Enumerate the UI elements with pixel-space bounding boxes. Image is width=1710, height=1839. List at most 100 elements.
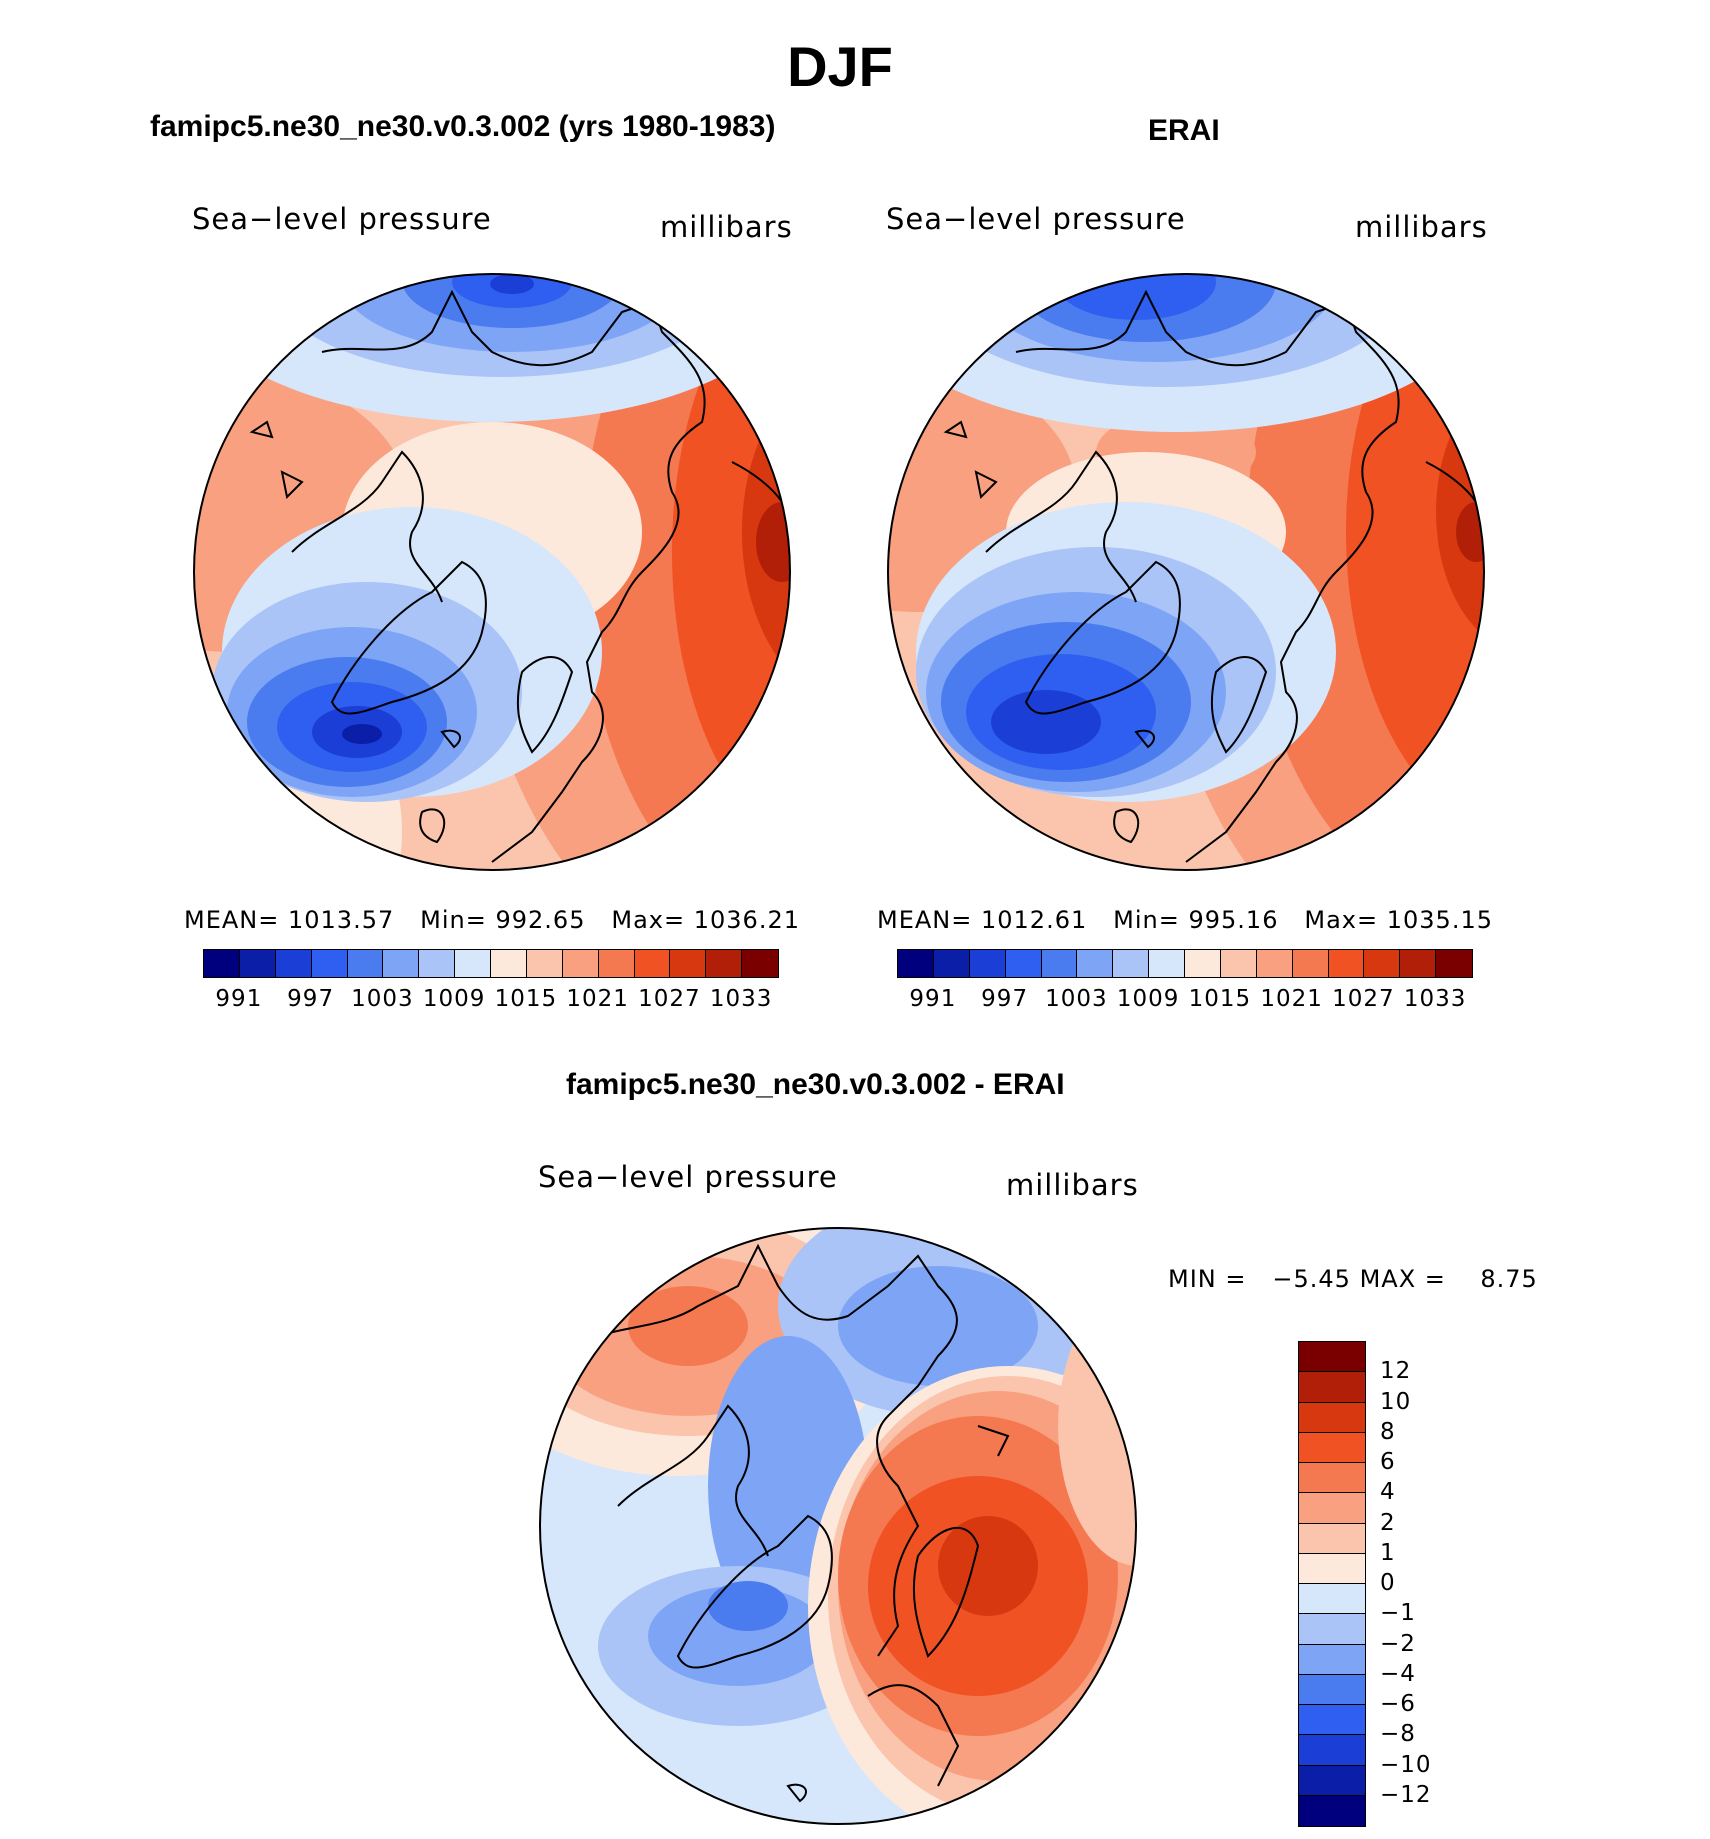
colorbar-vertical xyxy=(1298,1341,1366,1827)
map-difference xyxy=(539,1227,1137,1825)
colorbar-tick-label: −12 xyxy=(1380,1781,1432,1808)
colorbar-cell xyxy=(598,950,635,977)
colorbar-tick-label: 1015 xyxy=(494,986,558,1012)
colorbar-cell xyxy=(1299,1705,1365,1736)
colorbar-tick-label: 1009 xyxy=(1116,986,1180,1012)
colorbar-cell xyxy=(1364,950,1401,977)
colorbar-cell xyxy=(1299,1644,1365,1675)
colorbar-tick-label: 1027 xyxy=(1332,986,1395,1012)
colorbar-cell xyxy=(1185,950,1221,977)
colorbar-cell xyxy=(204,950,240,977)
colorbar-tick-label: −4 xyxy=(1380,1660,1416,1687)
colorbar-tick-label: 2 xyxy=(1380,1509,1396,1536)
colorbar-tick-label: 1021 xyxy=(1260,986,1323,1012)
colorbar-labels: 991 997 1003 1009 1015 1021 1027 1033 xyxy=(897,986,1471,1016)
panel-title: ERAI xyxy=(1148,114,1220,147)
colorbar-cell xyxy=(1299,1553,1365,1584)
colorbar-cell xyxy=(1041,950,1078,977)
colorbar xyxy=(897,949,1473,978)
max-label: Max= xyxy=(1304,906,1379,934)
colorbar-cell xyxy=(634,950,671,977)
colorbar-cell xyxy=(933,950,970,977)
colorbar-tick-label: 991 xyxy=(215,986,263,1012)
colorbar-cell xyxy=(347,950,384,977)
colorbar-tick-label: 1003 xyxy=(351,986,414,1012)
colorbar-cell xyxy=(1149,950,1185,977)
colorbar-tick-label: −8 xyxy=(1380,1721,1416,1748)
colorbar-cell xyxy=(383,950,420,977)
min-value: 992.65 xyxy=(495,906,586,934)
min-label: Min= xyxy=(1113,906,1180,934)
variable-label: Sea−level pressure xyxy=(886,202,1186,236)
colorbar-tick-label: 1033 xyxy=(709,986,773,1012)
units-label: millibars xyxy=(1355,210,1488,244)
colorbar-tick-label: 8 xyxy=(1380,1418,1396,1445)
colorbar-cell xyxy=(742,950,778,977)
colorbar-cell xyxy=(239,950,276,977)
units-label: millibars xyxy=(1006,1168,1139,1202)
colorbar-cell xyxy=(562,950,599,977)
colorbar-cell xyxy=(706,950,743,977)
colorbar-cell xyxy=(1113,950,1150,977)
colorbar-cell xyxy=(1299,1614,1365,1645)
colorbar-tick-label: −1 xyxy=(1380,1600,1416,1627)
colorbar-cell xyxy=(1328,950,1365,977)
colorbar-tick-label: 1003 xyxy=(1045,986,1108,1012)
colorbar-cell xyxy=(1299,1523,1365,1554)
colorbar-tick-label: 997 xyxy=(287,986,335,1012)
colorbar xyxy=(203,949,779,978)
min-value: −5.45 xyxy=(1272,1265,1351,1293)
mean-label: MEAN= xyxy=(877,906,973,934)
colorbar-tick-label: −2 xyxy=(1380,1630,1416,1657)
colorbar-tick-label: 4 xyxy=(1380,1479,1396,1506)
colorbar-cell xyxy=(898,950,934,977)
colorbar-cell xyxy=(1299,1765,1365,1796)
colorbar-tick-label: 1027 xyxy=(638,986,701,1012)
colorbar-tick-label: 997 xyxy=(981,986,1029,1012)
max-value: 1035.15 xyxy=(1386,906,1493,934)
colorbar-cell xyxy=(1299,1795,1365,1826)
colorbar-cell xyxy=(969,950,1006,977)
colorbar-cell xyxy=(1436,950,1472,977)
map-model xyxy=(193,273,791,871)
mean-value: 1013.57 xyxy=(288,906,395,934)
colorbar-labels: 991 997 1003 1009 1015 1021 1027 1033 xyxy=(203,986,777,1016)
stats-line: MEAN= 1013.57 Min= 992.65 Max= 1036.21 xyxy=(184,906,800,934)
colorbar-cell xyxy=(670,950,707,977)
max-value: 8.75 xyxy=(1480,1265,1538,1293)
panel-title: famipc5.ne30_ne30.v0.3.002 - ERAI xyxy=(566,1068,1065,1101)
colorbar-cell xyxy=(1005,950,1042,977)
colorbar-cell xyxy=(1299,1432,1365,1463)
min-label: MIN = xyxy=(1168,1265,1247,1293)
colorbar-tick-label: 1 xyxy=(1380,1539,1396,1566)
mean-label: MEAN= xyxy=(184,906,280,934)
units-label: millibars xyxy=(660,210,793,244)
colorbar-tick-label: 1015 xyxy=(1188,986,1252,1012)
colorbar-cell xyxy=(1400,950,1437,977)
colorbar-cell xyxy=(1077,950,1114,977)
colorbar-cell xyxy=(526,950,563,977)
colorbar-labels: 12 10 8 6 4 2 1 0 −1 −2 −4 −6 −8 −10 −12 xyxy=(1380,1341,1460,1825)
min-value: 995.16 xyxy=(1188,906,1279,934)
panel-title: famipc5.ne30_ne30.v0.3.002 (yrs 1980-198… xyxy=(150,110,776,143)
colorbar-tick-label: 12 xyxy=(1380,1358,1412,1385)
mean-value: 1012.61 xyxy=(981,906,1088,934)
colorbar-cell xyxy=(1299,1584,1365,1615)
colorbar-cell xyxy=(311,950,348,977)
colorbar-tick-label: 1021 xyxy=(566,986,629,1012)
colorbar-cell xyxy=(1299,1674,1365,1705)
colorbar-tick-label: 991 xyxy=(909,986,957,1012)
colorbar-cell xyxy=(1220,950,1257,977)
variable-label: Sea−level pressure xyxy=(192,202,492,236)
colorbar-cell xyxy=(1299,1402,1365,1433)
colorbar-tick-label: 1009 xyxy=(422,986,486,1012)
colorbar-cell xyxy=(491,950,527,977)
max-label: MAX = xyxy=(1359,1265,1446,1293)
colorbar-cell xyxy=(1299,1463,1365,1494)
colorbar-cell xyxy=(455,950,491,977)
map-obs xyxy=(887,273,1485,871)
variable-label: Sea−level pressure xyxy=(538,1160,838,1194)
colorbar-cell xyxy=(275,950,312,977)
colorbar-cell xyxy=(1299,1735,1365,1766)
colorbar-tick-label: 0 xyxy=(1380,1570,1396,1596)
